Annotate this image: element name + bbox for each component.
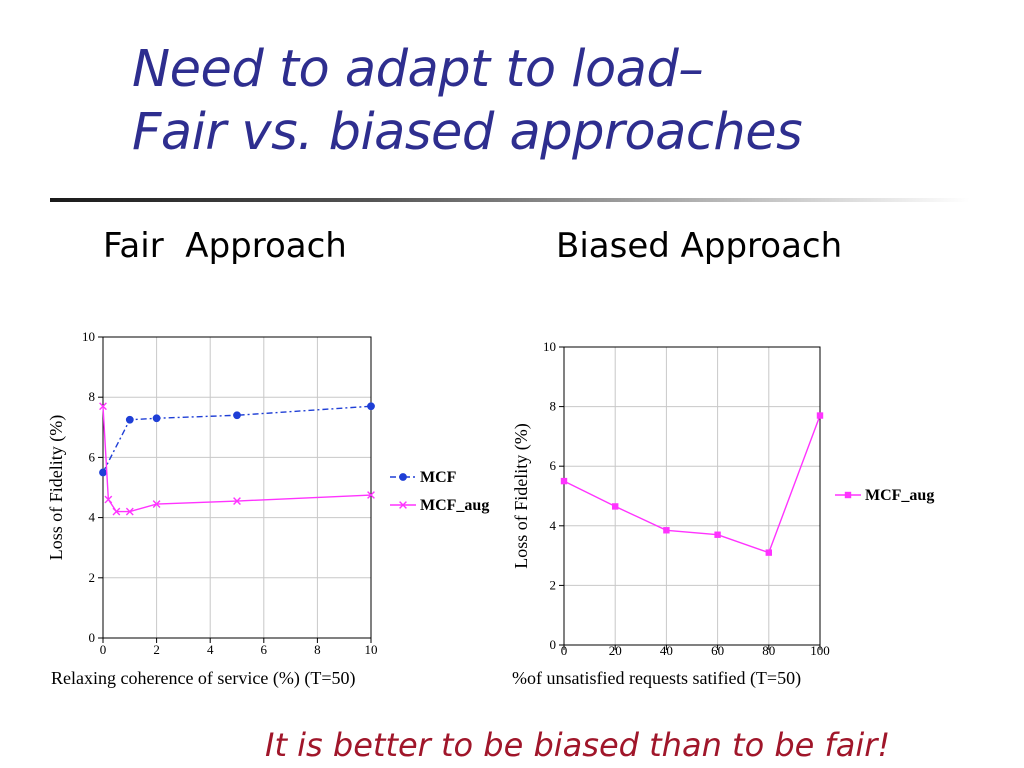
- y-tick-label: 4: [550, 518, 557, 533]
- x-tick-label: 0: [561, 643, 568, 658]
- x-tick-label: 0: [100, 642, 107, 657]
- x-tick-label: 100: [810, 643, 830, 658]
- data-point: [125, 415, 134, 424]
- legend-marker: [399, 501, 407, 509]
- slide-title-line-2: Fair vs. biased approaches: [132, 103, 803, 162]
- x-axis-label: %of unsatisfied requests satified (T=50): [512, 668, 801, 689]
- x-tick-label: 10: [365, 642, 378, 657]
- legend-label: MCF_aug: [420, 497, 489, 514]
- data-point: [765, 549, 772, 556]
- fair-approach-chart: 0 2 4 6 8 10 0 2 4 6 8 10 Relaxing coherence of serv…: [46, 329, 489, 689]
- data-point: [233, 411, 241, 420]
- plot-frame: [102, 336, 372, 639]
- y-tick-label: 4: [89, 510, 96, 525]
- data-point: [714, 531, 721, 538]
- y-tick-label: 0: [550, 637, 557, 652]
- series-mcf: [99, 402, 375, 477]
- y-tick-label: 2: [550, 577, 557, 592]
- y-tick-label: 8: [550, 399, 557, 414]
- x-tick-label: 2: [153, 642, 160, 657]
- data-point: [152, 414, 161, 423]
- data-point: [612, 503, 619, 510]
- data-point: [99, 468, 107, 477]
- data-point: [99, 402, 107, 411]
- legend-entry: MCF: [390, 469, 457, 486]
- y-tick-label: 0: [89, 630, 96, 645]
- x-tick-label: 80: [762, 643, 775, 658]
- biased-approach-chart: 0 20 40 60 80 100 0 2 4 6 8 10 %of unsatisfied reque…: [511, 339, 934, 689]
- slide-title-line-1: Need to adapt to load–: [132, 40, 704, 99]
- series-mcf-aug: [99, 402, 375, 516]
- tick-labels: 0 2 4 6 8 10 0 2 4 6 8 10: [82, 329, 378, 657]
- data-point: [112, 507, 121, 516]
- y-tick-label: 6: [89, 449, 96, 464]
- gridlines: [102, 336, 372, 639]
- x-tick-label: 20: [609, 643, 622, 658]
- y-tick-label: 10: [82, 329, 95, 344]
- fair-approach-heading: Fair Approach: [103, 226, 347, 266]
- data-point: [560, 477, 568, 485]
- plot-frame: [563, 346, 821, 646]
- x-tick-label: 4: [207, 642, 214, 657]
- legend-label: MCF_aug: [865, 487, 934, 504]
- conclusion-text: It is better to be biased than to be fai…: [265, 726, 891, 764]
- x-tick-label: 60: [711, 643, 724, 658]
- biased-approach-heading: Biased Approach: [556, 226, 843, 266]
- x-axis-label: Relaxing coherence of service (%) (T=50): [51, 668, 356, 689]
- data-point: [367, 402, 375, 411]
- y-tick-label: 8: [89, 389, 96, 404]
- data-point: [816, 412, 824, 419]
- x-tick-label: 8: [314, 642, 321, 657]
- y-axis-label: Loss of Fidelity (%): [46, 415, 67, 561]
- data-point: [104, 495, 113, 504]
- slide-title: Need to adapt to load– Fair vs. biased a…: [132, 38, 803, 164]
- title-divider: [50, 198, 970, 202]
- data-point: [233, 497, 241, 505]
- legend-entry: MCF_aug: [390, 497, 489, 514]
- y-tick-label: 10: [543, 339, 556, 354]
- y-tick-label: 6: [550, 458, 557, 473]
- legend-label: MCF: [420, 469, 457, 486]
- data-point: [152, 500, 161, 508]
- data-point: [125, 507, 134, 516]
- data-point: [367, 491, 375, 499]
- series-line: [563, 415, 821, 554]
- y-tick-label: 2: [89, 570, 96, 585]
- x-tick-label: 40: [660, 643, 673, 658]
- legend-marker: [399, 473, 407, 481]
- series-line: [102, 406, 372, 513]
- x-tick-label: 6: [261, 642, 268, 657]
- legend-marker: [844, 491, 852, 499]
- series-mcf-aug: [560, 412, 824, 556]
- tick-labels: 0 20 40 60 80 100 0 2 4 6 8 10: [543, 339, 830, 658]
- data-point: [663, 527, 670, 534]
- gridlines: [563, 346, 821, 646]
- y-axis-label: Loss of Fidelity (%): [511, 423, 532, 569]
- legend-entry: MCF_aug: [835, 487, 934, 504]
